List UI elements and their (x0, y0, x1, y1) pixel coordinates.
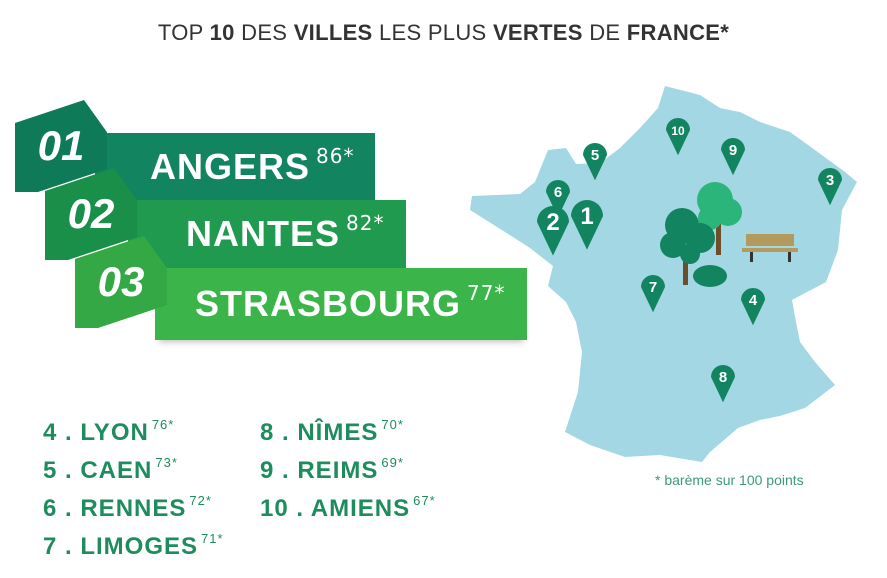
map-pin-3: 3 (818, 168, 842, 206)
pin-label: 3 (826, 172, 834, 189)
pin-label: 2 (546, 209, 559, 236)
title-text: 10 (209, 20, 235, 45)
tree-icon (660, 208, 715, 285)
score: 69* (381, 455, 404, 470)
score: 67* (413, 493, 436, 508)
ranking-list-left: 4 . LYON 76* 5 . CAEN 73* 6 . RENNES 72* 7 … (43, 414, 224, 566)
map-pin-7: 7 (641, 275, 665, 313)
score: 77* (467, 281, 506, 305)
pin-label: 10 (671, 124, 685, 138)
title-text: FRANCE* (626, 20, 730, 45)
list-item: 4 . LYON 76* (43, 414, 224, 452)
pin-label: 4 (749, 292, 758, 309)
map-pin-6: 6 (546, 180, 570, 218)
score: 70* (381, 417, 404, 432)
pin-label: 8 (719, 369, 727, 386)
title-text: VERTES (492, 20, 583, 45)
score: 73* (155, 455, 178, 470)
city-label: 10 . AMIENS (260, 495, 411, 522)
map-pin-9: 9 (721, 138, 745, 176)
score: 82* (346, 211, 385, 235)
title-text: DE (589, 20, 621, 45)
map-pin-4: 4 (741, 288, 765, 326)
city-label: 8 . NÎMES (260, 419, 379, 446)
pin-label: 6 (554, 184, 562, 201)
list-item: 7 . LIMOGES 71* (43, 528, 224, 566)
city-label: 4 . LYON (43, 419, 149, 446)
france-outline (470, 86, 857, 462)
title-text: LES PLUS (378, 20, 487, 45)
pin-label: 7 (649, 279, 657, 296)
map-pin-8: 8 (711, 365, 735, 403)
city-name: STRASBOURG (195, 283, 462, 324)
score: 86* (316, 144, 355, 168)
map-pin-1: 1 (571, 200, 603, 250)
map-pin-10: 10 (666, 118, 690, 156)
infographic-title: TOP 10 DES VILLES LES PLUS VERTES DE FRA… (0, 20, 887, 46)
title-text: DES (241, 20, 288, 45)
city-label: 7 . LIMOGES (43, 533, 199, 560)
list-item: 5 . CAEN 73* (43, 452, 224, 490)
list-item: 8 . NÎMES 70* (260, 414, 436, 452)
list-item: 9 . REIMS 69* (260, 452, 436, 490)
score: 71* (201, 531, 224, 546)
pin-label: 1 (580, 203, 593, 230)
city-label: 5 . CAEN (43, 457, 153, 484)
map-pin-5: 5 (583, 143, 607, 181)
pin-label: 9 (729, 142, 737, 159)
city-label: 9 . REIMS (260, 457, 379, 484)
podium-banner-03: STRASBOURG 77* (155, 268, 527, 340)
title-text: TOP (157, 20, 204, 45)
footnote: * barème sur 100 points (655, 472, 804, 488)
city-name: NANTES (186, 213, 341, 254)
score: 72* (189, 493, 212, 508)
podium-banner-01: ANGERS 86* (95, 133, 375, 201)
bench-icon (742, 234, 798, 262)
podium-banner-02: NANTES 82* (128, 200, 406, 268)
ranking-list-right: 8 . NÎMES 70* 9 . REIMS 69* 10 . AMIENS 67* (260, 414, 436, 528)
bush-icon (693, 265, 727, 287)
list-item: 10 . AMIENS 67* (260, 490, 436, 528)
city-name: ANGERS (150, 146, 311, 187)
city-label: 6 . RENNES (43, 495, 187, 522)
list-item: 6 . RENNES 72* (43, 490, 224, 528)
title-text: VILLES (293, 20, 373, 45)
pin-label: 5 (591, 147, 599, 164)
map-pin-2: 2 (537, 206, 569, 256)
score: 76* (151, 417, 175, 432)
